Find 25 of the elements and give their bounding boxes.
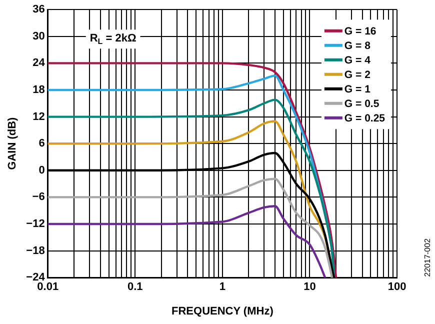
legend-label: G = 16: [344, 26, 376, 38]
y-tick-label: −6: [32, 191, 45, 204]
y-axis-title: GAIN (dB): [6, 116, 19, 170]
x-axis-title: FREQUENCY (MHz): [172, 305, 274, 318]
x-tick-label: 0.1: [127, 281, 143, 294]
legend-label: G = 2: [344, 69, 371, 82]
x-tick-label: 0.01: [37, 281, 59, 294]
legend-label: G = 0.25: [344, 112, 386, 125]
legend-label: G = 1: [344, 84, 371, 96]
x-tick-label: 10: [304, 281, 316, 294]
y-tick-label: 6: [38, 138, 45, 150]
y-tick-label: 36: [32, 4, 45, 16]
y-tick-label: 0: [38, 164, 45, 176]
y-tick-label: 24: [32, 57, 46, 70]
y-tick-label: 18: [32, 84, 45, 96]
legend-label: G = 4: [344, 54, 371, 67]
x-tick-label: 1: [219, 281, 226, 294]
y-tick-label: −18: [26, 244, 45, 257]
y-tick-label: 12: [32, 110, 45, 123]
text: 22017-002: [423, 238, 432, 277]
y-tick-label: 30: [32, 30, 45, 42]
y-tick-label: −12: [26, 218, 45, 230]
legend-label: G = 8: [344, 40, 371, 52]
x-tick-label: 100: [388, 281, 406, 294]
legend-label: G = 0.5: [344, 98, 380, 110]
